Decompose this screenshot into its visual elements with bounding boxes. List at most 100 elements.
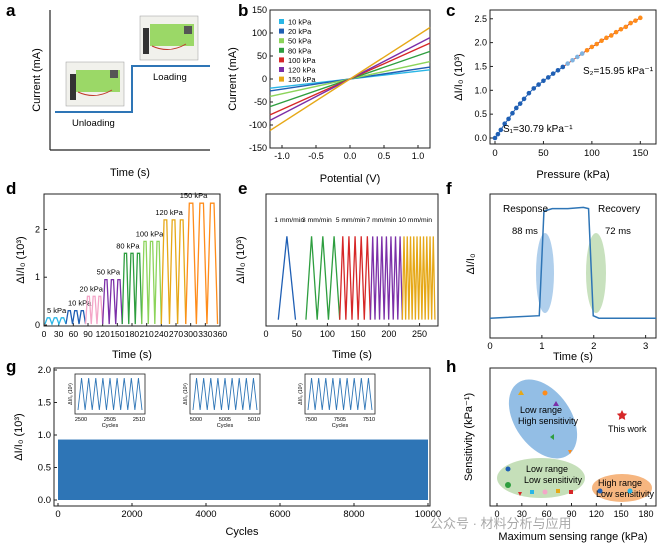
c-data-point <box>545 75 551 80</box>
c-points <box>492 15 643 141</box>
h-this-work-star <box>616 410 628 420</box>
f-response-curve <box>489 206 656 319</box>
c-data-point <box>506 116 511 122</box>
e-series-3 <box>339 236 372 320</box>
e-xtick-label: 100 <box>320 329 335 339</box>
b-xtick-label: -1.0 <box>274 151 290 161</box>
h-marker <box>542 489 548 495</box>
g-inset-xtick-label: 2500 <box>75 417 87 423</box>
c-plot-frame <box>489 9 657 145</box>
c-ylabel: ΔI/I₀ (10³) <box>453 53 465 100</box>
g-xtick-label: 4000 <box>195 509 216 520</box>
d-series-4 <box>102 278 123 325</box>
h-group1-line2: High sensitivity <box>518 416 579 426</box>
h-marker <box>597 488 603 494</box>
g-ticks: 0 2000 4000 6000 8000 10000 0.0 0.5 1.0 1.5 2.0 <box>38 365 441 520</box>
g-plot-frame <box>53 367 431 507</box>
e-xtick-label: 250 <box>412 329 427 339</box>
c-data-point <box>492 135 498 141</box>
d-xtick-label: 330 <box>198 329 212 339</box>
g-xtick-label: 6000 <box>269 509 290 520</box>
b-xlabel: Potential (V) <box>320 173 381 185</box>
h-ticks: 0 30 60 90 120 150 180 <box>494 503 654 519</box>
c-data-point <box>510 110 515 116</box>
d-xtick-label: 180 <box>125 329 139 339</box>
h-marker <box>518 390 524 395</box>
h-xtick-label: 120 <box>589 509 604 519</box>
b-legend-swatch <box>279 28 284 34</box>
c-data-point <box>608 33 614 38</box>
g-inset-xlabel: Cycles <box>332 423 349 429</box>
h-xlabel: Maximum sensing range (kPa) <box>498 531 647 543</box>
a-step-line <box>55 65 210 113</box>
f-plot-frame <box>489 193 657 339</box>
c-ytick-label: 0.0 <box>474 133 487 143</box>
c-data-point <box>502 121 507 126</box>
c-data-point <box>570 57 575 63</box>
d-series-label: 50 kPa <box>97 268 121 277</box>
g-inset-xtick-label: 7510 <box>363 417 375 423</box>
c-data-point <box>584 47 590 53</box>
c-ytick-label: 1.5 <box>474 61 487 71</box>
f-response-ellipse <box>536 233 554 313</box>
c-data-point <box>638 15 643 21</box>
a-xlabel: Time (s) <box>110 167 150 179</box>
c-data-point <box>526 90 532 96</box>
g-ytick-label: 0.5 <box>38 463 51 474</box>
g-inset-2: 5000 5005 5010 Cycles ΔI/I₀ (10³) <box>183 373 261 429</box>
f-annotation-88ms: 88 ms <box>512 226 538 237</box>
h-marker <box>568 450 572 454</box>
c-ticks: 0 50 100 150 0.0 0.5 1.0 1.5 2.0 2.5 <box>474 14 648 159</box>
g-ytick-label: 2.0 <box>38 365 51 376</box>
c-data-point <box>555 67 561 73</box>
h-group3-line1: High range <box>598 478 642 488</box>
h-marker <box>542 390 548 396</box>
e-series-4 <box>369 236 404 320</box>
c-data-point <box>541 78 546 84</box>
h-ellipse-low-sensitivity <box>497 458 585 498</box>
panel-label-a: a <box>6 1 16 20</box>
panel-d: 0 30 60 90 120 150 180 210 240 270 300 330 360 0 1 2 5 … <box>15 191 227 361</box>
h-marker <box>550 434 554 440</box>
h-marker <box>569 490 573 494</box>
f-ticks: 0 1 2 3 <box>487 335 648 352</box>
e-series-2 <box>305 236 341 320</box>
g-inset-xtick-label: 7500 <box>305 417 317 423</box>
g-inset-xlabel: Cycles <box>217 423 234 429</box>
h-xtick-label: 30 <box>517 509 527 519</box>
panel-label-b: b <box>238 1 248 20</box>
d-series-label: 120 kPa <box>155 208 183 217</box>
h-group3-line2: Low sensitivity <box>596 489 655 499</box>
c-annotation-s2: S₂=15.95 kPa⁻¹ <box>583 66 654 77</box>
d-ytick-label: 2 <box>35 224 40 234</box>
b-legend-label: 100 kPa <box>288 56 316 65</box>
d-series-label: 80 kPa <box>116 241 140 250</box>
c-data-point <box>495 131 501 137</box>
c-xtick-label: 150 <box>632 148 648 159</box>
d-series-3 <box>84 295 104 325</box>
f-xtick-label: 3 <box>643 341 648 352</box>
h-marker <box>505 482 511 488</box>
f-annotation-recovery: Recovery <box>598 204 640 215</box>
c-data-point <box>594 41 600 47</box>
g-inset-xlabel: Cycles <box>102 423 119 429</box>
f-annotation-72ms: 72 ms <box>605 226 631 237</box>
g-ytick-label: 1.5 <box>38 398 51 409</box>
f-xlabel: Time (s) <box>553 351 593 363</box>
b-ytick-label: -50 <box>254 97 267 107</box>
d-ytick-label: 1 <box>35 272 40 282</box>
d-series-6 <box>141 240 162 325</box>
e-series-label: 10 mm/min <box>398 217 432 224</box>
g-inset-ylabel: ΔI/I₀ (10³) <box>68 383 74 405</box>
f-recovery-ellipse <box>586 233 606 313</box>
b-ytick-label: -100 <box>249 120 267 130</box>
g-xlabel: Cycles <box>225 526 259 538</box>
g-inset-signal <box>77 377 143 411</box>
b-ytick-label: 150 <box>252 5 267 15</box>
c-data-point <box>589 44 595 50</box>
b-xtick-label: -0.5 <box>308 151 324 161</box>
c-xtick-label: 50 <box>538 148 549 159</box>
